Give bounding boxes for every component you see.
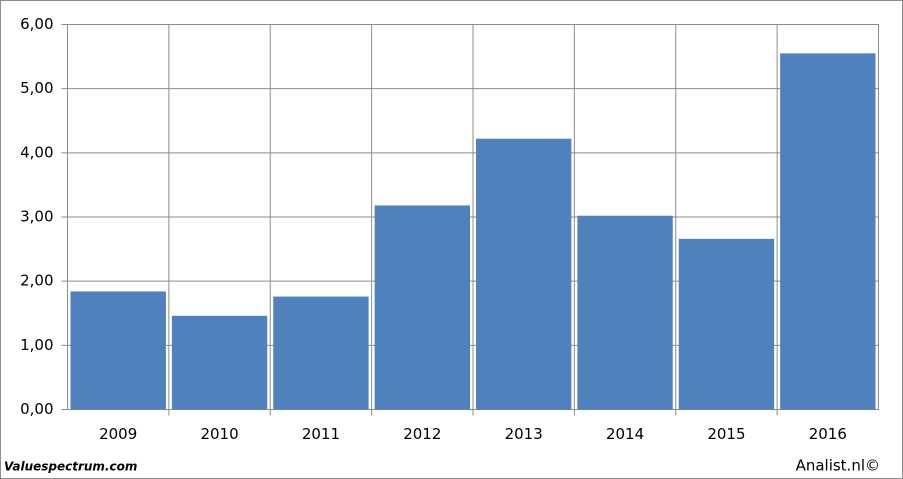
x-tick-label: 2014 [606,425,644,443]
bar [70,291,166,410]
y-tick-label: 4,00 [20,143,53,161]
y-tick-label: 5,00 [20,79,53,97]
x-tick-label: 2015 [707,425,745,443]
y-tick-label: 1,00 [20,336,53,354]
bar [780,53,876,410]
x-tick-label: 2016 [809,425,847,443]
footer-right: Analist.nl© [796,457,880,475]
bar [374,205,470,410]
bar [171,315,268,410]
bar [678,238,775,410]
x-tick-label: 2013 [505,425,543,443]
y-tick-label: 3,00 [20,208,53,226]
x-tick-label: 2012 [403,425,441,443]
bar [577,215,673,410]
bar [273,296,369,410]
bar [476,138,572,410]
footer-left: Valuespectrum.com [4,460,137,474]
x-tick-label: 2010 [200,425,238,443]
x-tick-label: 2009 [99,425,137,443]
y-tick-label: 0,00 [20,400,53,418]
y-tick-label: 2,00 [20,272,53,290]
x-tick-label: 2011 [302,425,340,443]
y-tick-label: 6,00 [20,15,53,33]
